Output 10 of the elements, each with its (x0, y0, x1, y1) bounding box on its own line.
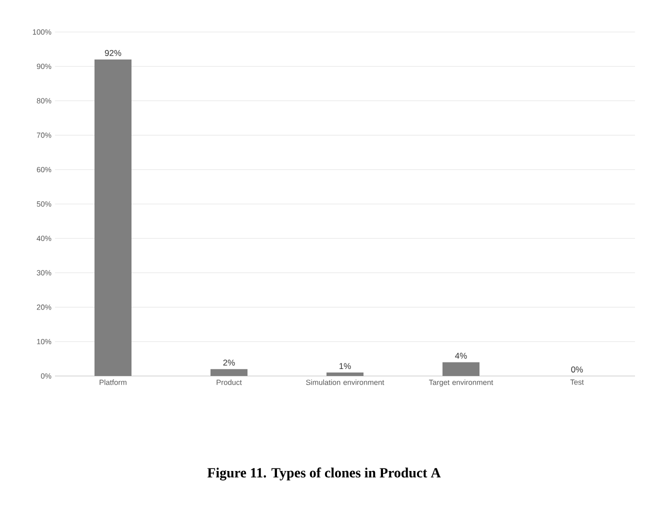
bar (94, 60, 132, 376)
bar (326, 372, 364, 376)
data-label: 0% (571, 366, 583, 372)
data-label: 92% (104, 50, 122, 56)
data-label: 1% (340, 363, 351, 370)
data-label: 4% (455, 352, 467, 359)
bar (442, 362, 480, 376)
caption: Figure 11. Types of clones in Product A (207, 468, 441, 480)
data-label: 2% (223, 360, 235, 366)
bar (210, 369, 248, 376)
